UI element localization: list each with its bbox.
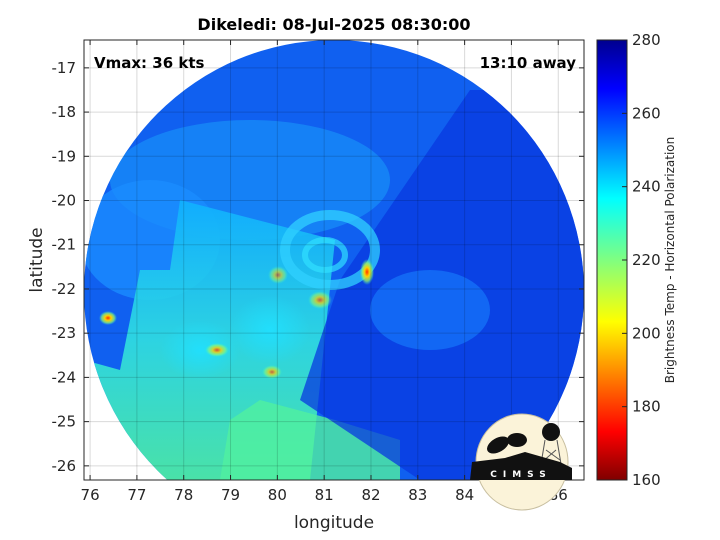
y-tick-label: -19 bbox=[52, 147, 77, 165]
x-tick-label: 78 bbox=[174, 486, 193, 504]
x-tick-label: 80 bbox=[268, 486, 287, 504]
colorbar-tick-label: 160 bbox=[632, 471, 661, 489]
y-tick-label: -24 bbox=[52, 368, 77, 386]
chart-title: Dikeledi: 08-Jul-2025 08:30:00 bbox=[197, 15, 470, 34]
y-tick-label: -17 bbox=[52, 59, 77, 77]
colorbar-tick-label: 180 bbox=[632, 398, 661, 416]
y-tick-label: -26 bbox=[52, 457, 77, 475]
cimss-logo: CIMSS bbox=[470, 413, 572, 511]
x-tick-label: 77 bbox=[127, 486, 146, 504]
colorbar-tick-label: 200 bbox=[632, 324, 661, 342]
logo-text: CIMSS bbox=[490, 470, 551, 480]
colorbar-ticks: 280 260 240 220 200 180 160 bbox=[622, 31, 661, 489]
cold-spot bbox=[360, 259, 374, 285]
grid bbox=[84, 40, 584, 480]
vmax-label: Vmax: 36 kts bbox=[94, 54, 204, 72]
y-tick-label: -23 bbox=[52, 324, 77, 342]
colorbar-tick-label: 260 bbox=[632, 104, 661, 122]
brightness-temp-image bbox=[84, 40, 584, 480]
cold-spot bbox=[268, 266, 288, 284]
x-tick-label: 76 bbox=[81, 486, 100, 504]
x-axis-label: longitude bbox=[294, 513, 374, 533]
colorbar-tick-label: 240 bbox=[632, 178, 661, 196]
colorbar-tick-label: 280 bbox=[632, 31, 661, 49]
cold-spot bbox=[308, 291, 332, 309]
cold-spot bbox=[205, 343, 229, 357]
x-tick-label: 83 bbox=[408, 486, 427, 504]
x-tick-label: 81 bbox=[315, 486, 334, 504]
y-axis: -17 -18 -19 -20 -21 -22 -23 -24 -25 -26 bbox=[52, 59, 584, 475]
cold-spot bbox=[262, 365, 282, 379]
y-tick-label: -20 bbox=[52, 192, 77, 210]
colorbar-label: Brightness Temp - Horizontal Polarizatio… bbox=[663, 137, 677, 384]
x-tick-label: 84 bbox=[455, 486, 474, 504]
cold-spot bbox=[99, 311, 117, 325]
y-tick-label: -25 bbox=[52, 413, 77, 431]
colorbar-tick-label: 220 bbox=[632, 251, 661, 269]
plot-frame bbox=[83, 39, 585, 481]
x-tick-label: 79 bbox=[221, 486, 240, 504]
y-tick-label: -18 bbox=[52, 103, 77, 121]
x-tick-label: 82 bbox=[361, 486, 380, 504]
y-tick-label: -21 bbox=[52, 236, 77, 254]
y-axis-label: latitude bbox=[27, 227, 47, 292]
time-away-label: 13:10 away bbox=[480, 54, 577, 72]
y-tick-label: -22 bbox=[52, 280, 77, 298]
